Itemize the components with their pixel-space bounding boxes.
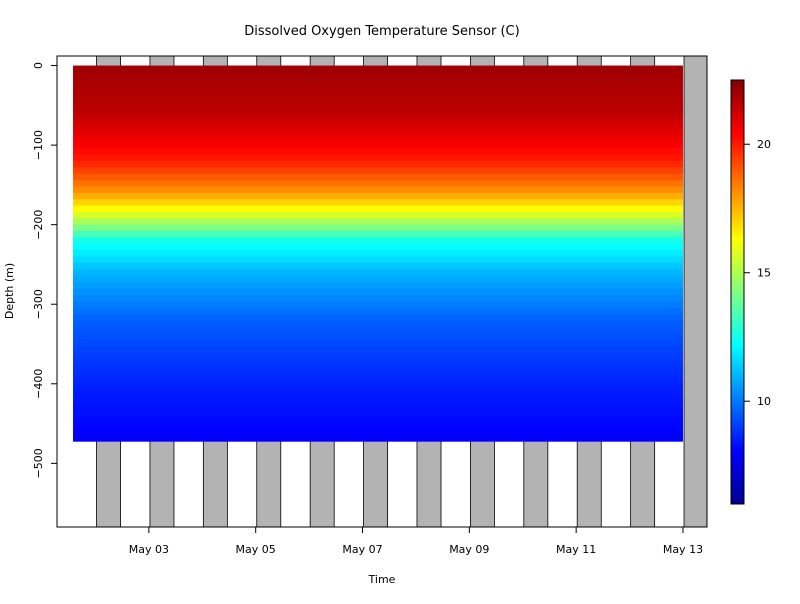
temperature-field xyxy=(73,65,683,442)
colorbar-ticks: 10 15 20 xyxy=(744,138,771,408)
temperature-band xyxy=(73,180,683,188)
temperature-band xyxy=(73,141,683,149)
temperature-band xyxy=(73,224,683,232)
temperature-band xyxy=(73,161,683,168)
x-tick-label: May 09 xyxy=(449,543,489,556)
x-tick-label: May 05 xyxy=(236,543,276,556)
temperature-band xyxy=(73,307,683,315)
temperature-band xyxy=(73,71,683,79)
y-tick-label: −300 xyxy=(32,289,45,319)
temperature-band xyxy=(73,396,683,404)
temperature-band xyxy=(73,345,683,353)
temperature-band xyxy=(73,243,683,251)
temperature-band xyxy=(73,313,683,321)
temperature-band xyxy=(73,135,683,143)
x-tick-label: May 11 xyxy=(556,543,596,556)
plot-frame xyxy=(56,55,708,528)
temperature-band xyxy=(73,148,683,156)
temperature-band xyxy=(73,78,683,86)
y-axis: 0 −100 −200 −300 −400 −500 xyxy=(32,62,57,478)
temperature-band xyxy=(73,326,683,334)
temperature-band xyxy=(73,122,683,130)
temperature-band xyxy=(73,231,683,238)
temperature-band xyxy=(73,275,683,283)
colorbar-tick-label: 20 xyxy=(757,138,771,151)
temperature-band xyxy=(73,364,683,372)
temperature-band xyxy=(73,173,683,181)
temperature-band xyxy=(73,269,683,277)
colorbar-tick-label: 10 xyxy=(757,395,771,408)
temperature-band xyxy=(73,371,683,379)
temperature-band xyxy=(73,103,683,111)
colorbar-tick-label: 15 xyxy=(757,267,771,280)
temperature-band xyxy=(73,199,683,207)
temperature-band xyxy=(73,351,683,359)
x-tick-label: May 13 xyxy=(663,543,703,556)
temperature-band xyxy=(73,256,683,264)
temperature-band xyxy=(73,402,683,410)
y-axis-label: Depth (m) xyxy=(3,263,16,319)
x-tick-label: May 07 xyxy=(342,543,382,556)
temperature-band xyxy=(73,262,683,270)
temperature-band xyxy=(73,339,683,347)
temperature-band xyxy=(73,65,683,73)
y-tick-label: −500 xyxy=(32,448,45,478)
x-axis: May 03 May 05 May 07 May 09 May 11 May 13 xyxy=(129,527,703,556)
temperature-band xyxy=(73,301,683,309)
temperature-band xyxy=(73,167,683,175)
colorbar: 10 15 20 xyxy=(730,79,771,505)
temperature-band xyxy=(73,332,683,340)
temperature-band xyxy=(73,116,683,124)
y-tick-label: −100 xyxy=(32,130,45,160)
y-tick-label: 0 xyxy=(32,62,45,69)
temperature-band xyxy=(73,383,683,391)
temperature-band xyxy=(73,97,683,105)
night-band xyxy=(683,55,708,528)
x-tick-label: May 03 xyxy=(129,543,169,556)
temperature-band xyxy=(73,186,683,194)
temperature-band xyxy=(73,434,683,442)
temperature-band xyxy=(73,110,683,118)
temperature-band xyxy=(73,250,683,258)
temperature-band xyxy=(73,390,683,398)
y-tick-label: −400 xyxy=(32,369,45,399)
chart-title: Dissolved Oxygen Temperature Sensor (C) xyxy=(244,24,519,39)
temperature-band xyxy=(73,358,683,366)
temperature-band xyxy=(73,409,683,417)
x-axis-label: Time xyxy=(368,573,396,586)
temperature-band xyxy=(73,154,683,162)
temperature-band xyxy=(73,320,683,328)
temperature-band xyxy=(73,294,683,302)
temperature-band xyxy=(73,237,683,245)
temperature-band xyxy=(73,205,683,213)
temperature-band xyxy=(73,84,683,92)
colorbar-gradient xyxy=(730,79,745,505)
temperature-band xyxy=(73,211,683,219)
temperature-band xyxy=(73,421,683,429)
temperature-band xyxy=(73,415,683,423)
temperature-band xyxy=(73,192,683,200)
temperature-band xyxy=(73,428,683,436)
temperature-band xyxy=(73,91,683,98)
y-tick-label: −200 xyxy=(32,210,45,240)
temperature-band xyxy=(73,377,683,385)
temperature-band xyxy=(73,129,683,137)
temperature-band xyxy=(73,281,683,289)
temperature-band xyxy=(73,218,683,226)
temperature-band xyxy=(73,288,683,296)
